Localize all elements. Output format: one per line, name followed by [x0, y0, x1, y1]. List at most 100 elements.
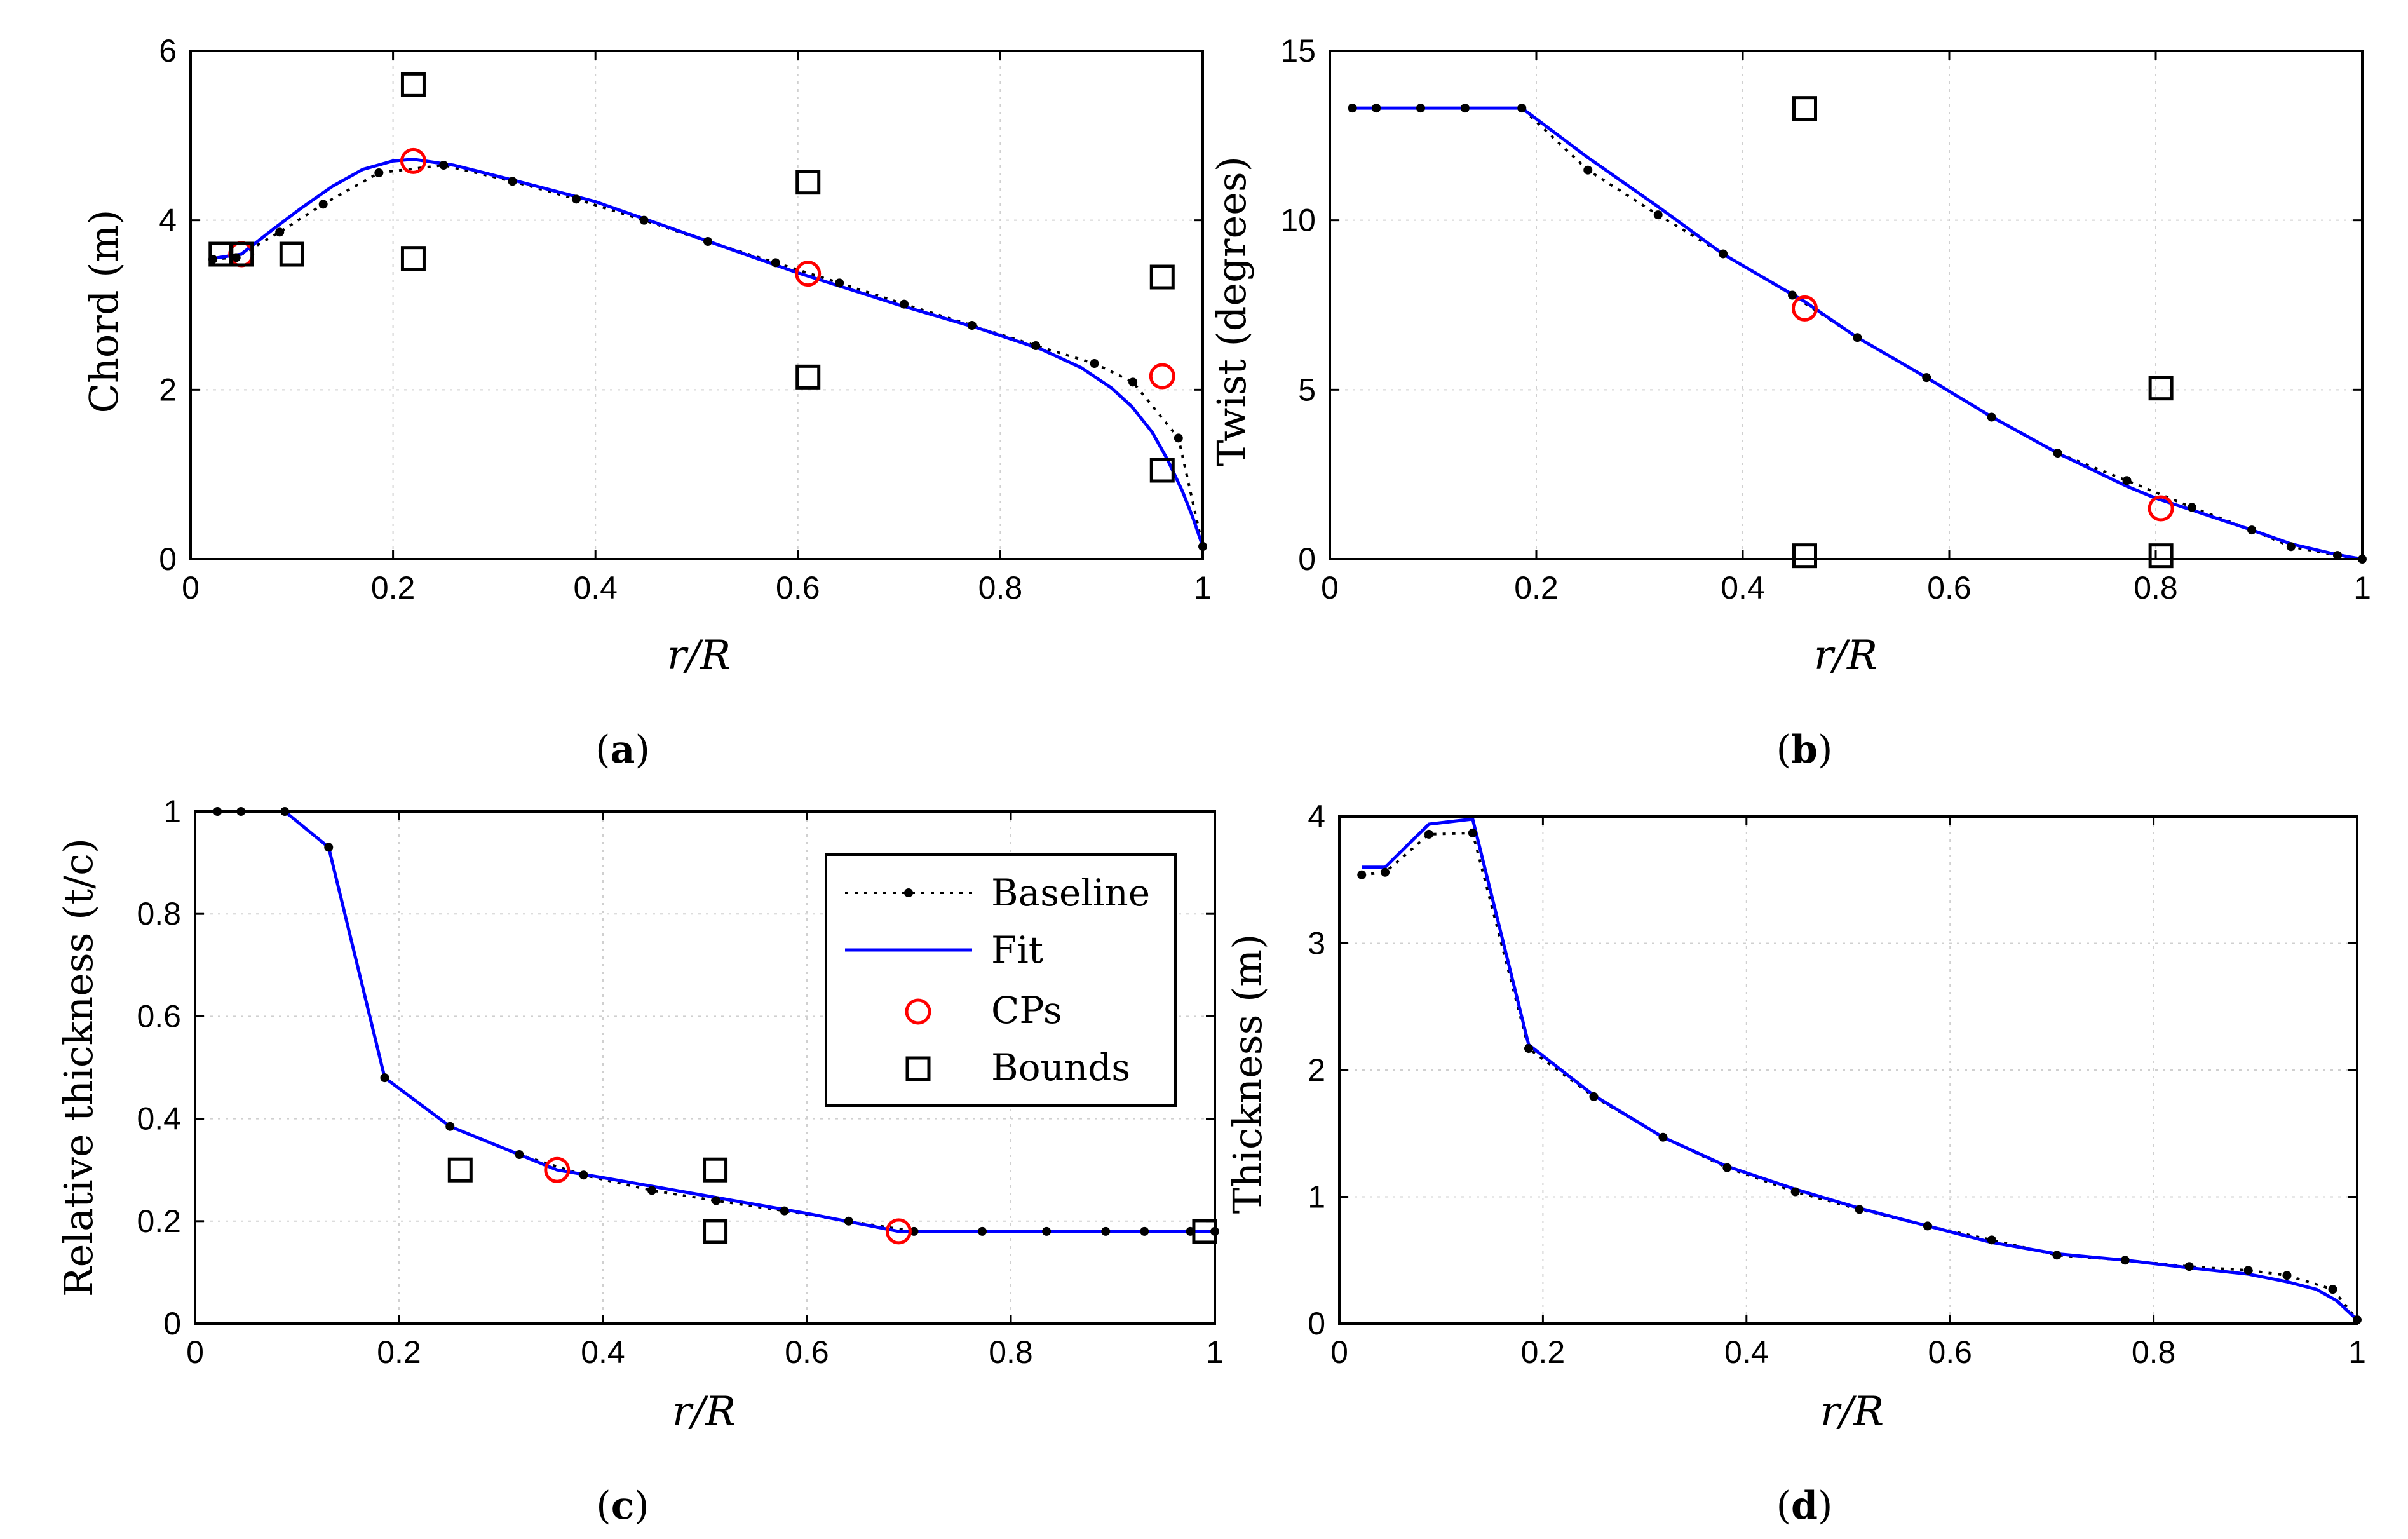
control-point-marker	[1149, 363, 1175, 390]
baseline-point	[900, 299, 909, 309]
bound-marker	[2148, 376, 2174, 401]
control-point-marker	[2148, 495, 2174, 522]
baseline-point	[1140, 1226, 1149, 1236]
y-tick-label: 0.6	[137, 998, 181, 1034]
legend-cps-label: CPs	[991, 989, 1062, 1032]
baseline-point	[978, 1226, 987, 1236]
x-tick-label: 1	[2348, 1334, 2366, 1370]
baseline-point	[780, 1206, 789, 1216]
x-tick-label: 0.6	[1928, 1334, 1972, 1370]
panel-c-xlabel: r/R	[672, 1388, 736, 1435]
x-tick-label: 1	[1206, 1334, 1224, 1370]
x-tick-label: 0.6	[776, 570, 820, 606]
baseline-point	[1653, 210, 1663, 220]
panel-b-grid	[1329, 50, 2363, 560]
baseline-point	[1790, 1187, 1800, 1197]
baseline-point	[1424, 829, 1433, 839]
baseline-point	[1174, 433, 1183, 443]
x-tick-label: 0.2	[377, 1334, 421, 1370]
baseline-point	[445, 1122, 455, 1131]
baseline-point	[1524, 1044, 1533, 1054]
baseline-point	[1855, 1205, 1864, 1214]
baseline-point	[515, 1150, 524, 1160]
legend-cp-marker	[905, 998, 931, 1025]
panel-d-thickness: 0 0.2 0.4 0.6 0.8 1 0 1 2 3 4 Thickness (m) r/R (d…	[1224, 799, 2366, 1528]
x-tick-label: 0	[182, 570, 200, 606]
y-tick-label: 3	[1308, 926, 1325, 961]
panel-b-xlabel: r/R	[1814, 632, 1877, 679]
panel-c-caption: (c)	[596, 1484, 649, 1528]
baseline-point	[439, 161, 449, 170]
x-tick-label: 0.4	[581, 1334, 625, 1370]
baseline-point	[2282, 1271, 2292, 1280]
panel-d-xlabel: r/R	[1820, 1388, 1884, 1435]
baseline-point	[1042, 1226, 1052, 1236]
panel-a-grid	[190, 50, 1203, 560]
panel-a-xlabel: r/R	[667, 632, 731, 679]
x-tick-label: 0.2	[371, 570, 416, 606]
baseline-point	[844, 1216, 853, 1226]
baseline-point	[380, 1073, 389, 1083]
baseline-point	[712, 1196, 721, 1205]
legend: Baseline Fit CPs Bounds	[825, 853, 1177, 1107]
x-tick-label: 1	[1194, 570, 1212, 606]
control-point-marker	[544, 1156, 571, 1183]
baseline-point	[2052, 1251, 2062, 1260]
x-tick-label: 0.4	[1724, 1334, 1769, 1370]
legend-bounds-label: Bounds	[991, 1046, 1130, 1089]
panel-a-ylabel: Chord (m)	[81, 210, 127, 414]
panel-c-ticks: 0 0.2 0.4 0.6 0.8 1 0 0.2 0.4 0.6 0.8 1	[137, 794, 1223, 1370]
legend-item-bounds: Bounds	[905, 1046, 1130, 1089]
legend-box	[825, 853, 1177, 1107]
bound-marker	[2148, 543, 2174, 569]
panel-b-ylabel: Twist (degrees)	[1208, 156, 1255, 466]
baseline-point	[374, 168, 384, 177]
baseline-point	[1357, 870, 1367, 879]
baseline-point	[1372, 104, 1381, 113]
baseline-point	[835, 278, 844, 288]
legend-item-baseline: Baseline	[845, 871, 1150, 914]
baseline-point	[2286, 542, 2296, 552]
bound-marker	[703, 1219, 728, 1244]
y-tick-label: 4	[159, 203, 177, 238]
y-tick-label: 10	[1280, 203, 1316, 238]
x-tick-label: 0.8	[2134, 570, 2178, 606]
legend-item-cps: CPs	[905, 989, 1062, 1032]
baseline-point	[2122, 476, 2132, 485]
panel-c-marks	[213, 807, 1219, 1245]
panel-d-ylabel: Thickness (m)	[1224, 934, 1271, 1214]
baseline-point	[771, 258, 780, 268]
baseline-point	[2187, 503, 2196, 512]
bound-marker	[1792, 543, 1817, 569]
baseline-point	[1922, 373, 1931, 383]
x-tick-label: 0.8	[989, 1334, 1033, 1370]
panel-a-axes-box	[189, 50, 1204, 560]
baseline-point	[1853, 333, 1862, 342]
baseline-point	[1722, 1163, 1732, 1172]
baseline-point	[703, 237, 713, 246]
y-tick-label: 2	[1308, 1052, 1325, 1088]
panel-d-marks	[1357, 817, 2362, 1325]
baseline-point	[2333, 551, 2342, 560]
baseline-point	[967, 321, 977, 330]
baseline-point	[2247, 525, 2257, 535]
y-tick-label: 0.2	[137, 1203, 181, 1239]
baseline-point	[275, 227, 285, 237]
x-tick-label: 0	[1321, 570, 1339, 606]
bound-marker	[400, 72, 426, 97]
x-tick-label: 0	[186, 1334, 204, 1370]
y-tick-label: 4	[1308, 799, 1325, 834]
x-tick-label: 0.4	[1721, 570, 1765, 606]
x-tick-label: 0.4	[573, 570, 618, 606]
y-tick-label: 0	[159, 541, 177, 577]
legend-baseline-label: Baseline	[991, 871, 1150, 914]
baseline-point	[2053, 449, 2062, 458]
baseline-point	[1923, 1221, 1932, 1231]
control-point-marker	[1792, 295, 1818, 322]
baseline-point	[2243, 1266, 2253, 1275]
baseline-point	[1101, 1226, 1111, 1236]
panel-c-axes-box	[194, 810, 1216, 1325]
baseline-point	[1381, 867, 1390, 877]
baseline-point	[231, 253, 241, 262]
